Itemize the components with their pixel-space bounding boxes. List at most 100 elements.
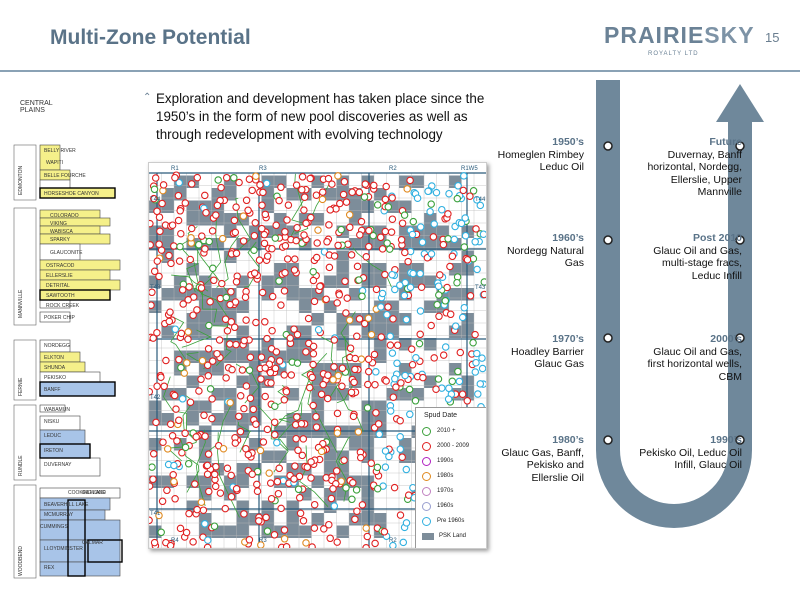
strat-chart: [13, 144, 123, 579]
township-label: T42: [150, 395, 161, 401]
strat-group-label: RUNDLE: [18, 455, 24, 476]
legend-label: PSK Land: [439, 533, 467, 539]
legend-item: Pre 1960s: [422, 516, 464, 526]
era-text: Ellerslie, Upper: [670, 173, 742, 186]
strat-label: MCMURRAY: [44, 512, 74, 518]
legend-swatch: [422, 456, 431, 466]
bullet-text: Exploration and development has taken pl…: [156, 91, 485, 142]
township-label: T43: [150, 285, 161, 291]
era-text: Glauc Gas, Banff,: [501, 446, 584, 459]
range-label: R3: [259, 166, 267, 172]
era-entry: Future Duvernay, Banff horizontal, Nordegg…: [620, 136, 742, 199]
legend-item: 2010 +: [422, 426, 456, 436]
era-entry: 2000’s Glauc Oil and Gas, first horizontal…: [620, 333, 742, 383]
strat-layer: [39, 179, 71, 189]
range-label: R2: [389, 538, 397, 544]
strat-label: WAPITI: [46, 160, 64, 166]
era-text: Pekisko Oil, Leduc Oil: [639, 446, 742, 459]
legend-label: 1990s: [437, 458, 454, 464]
strat-label: SPARKY: [50, 237, 70, 243]
era-text: Infill, Glauc Oil: [674, 459, 742, 471]
legend-label: 1980s: [437, 473, 454, 479]
era-text: horizontal, Nordegg,: [647, 161, 742, 173]
township-label: T44: [475, 197, 486, 203]
era-text: multi-stage fracs,: [662, 257, 742, 269]
legend-item: 1990s: [422, 456, 453, 466]
strat-label: CALMAR: [82, 540, 103, 546]
era-year: Future: [709, 136, 742, 148]
well-map: R1 R3 R2 R1W5 R4 R3 R2 T44 T43 T42 T41 T44 T43 Spud …: [148, 162, 487, 549]
era-year: 1950’s: [552, 136, 584, 148]
legend-item: 2000 - 2009: [422, 441, 469, 451]
era-year: 1960’s: [552, 232, 584, 244]
timeline-dot: [735, 435, 745, 445]
strat-label: OSTRACOD: [46, 263, 75, 269]
strat-group-label: WOODBEND: [18, 546, 24, 576]
strat-label: REX: [44, 565, 55, 571]
legend-swatch: [422, 516, 431, 526]
strat-label: HORSESHOE CANYON: [44, 191, 99, 197]
legend-label: 1960s: [437, 503, 454, 509]
strat-label: POKER CHIP: [44, 315, 75, 321]
era-year: 1980’s: [552, 434, 584, 446]
era-year: 2000’s: [710, 333, 742, 345]
stratigraphic-column: CENTRAL PLAINS BELLY RIVER WAPITI BELLE FO…: [10, 100, 135, 588]
timeline-dot: [603, 235, 613, 245]
logo-word-b: SKY: [704, 22, 755, 48]
era-year: 1990’s: [710, 434, 742, 446]
legend-title: Spud Date: [424, 412, 458, 419]
era-text: Homeglen Rimbey: [497, 148, 584, 161]
legend-swatch: [422, 486, 431, 496]
era-text: Ellerslie Oil: [531, 471, 584, 484]
timeline-dot: [735, 235, 745, 245]
strat-label: ROCK CREEK: [46, 303, 80, 309]
era-year: Post 2010: [692, 232, 742, 244]
strat-label: NORDEGG: [44, 343, 70, 349]
strat-label: ELKTON: [44, 355, 64, 361]
legend-item: 1970s: [422, 486, 453, 496]
strat-label: SAWTOOTH: [46, 293, 75, 299]
strat-label: GILWOOD: [82, 490, 106, 496]
strat-layer: [39, 311, 71, 323]
page-title: Multi-Zone Potential: [50, 26, 251, 49]
era-text: first horizontal wells,: [647, 358, 742, 370]
strat-layer: [39, 404, 66, 413]
strat-label: DUVERNAY: [44, 462, 72, 468]
logo-word-a: PRAIRIE: [604, 22, 705, 48]
era-entry: 1990’s Pekisko Oil, Leduc Oil Infill, Glau…: [620, 434, 742, 472]
legend-label: 2000 - 2009: [437, 443, 470, 449]
era-text: Mannville: [697, 186, 742, 198]
legend-swatch: [422, 532, 434, 540]
prairiesky-logo: PRAIRIESKY ROYALTY LTD: [604, 20, 754, 60]
era-text: Nordegg Natural: [506, 244, 584, 257]
timeline-dot: [603, 333, 613, 343]
bullet-point: Exploration and development has taken pl…: [143, 90, 493, 144]
strat-label: CUMMINGS: [40, 524, 68, 530]
era-text: Leduc Infill: [691, 269, 742, 282]
timeline-arrow: [596, 80, 764, 528]
era-entry: 1980’s Glauc Gas, Banff, Pekisko and Ellers…: [480, 434, 584, 484]
legend-item: 1980s: [422, 471, 453, 481]
strat-label: GLAUCONITE: [50, 250, 83, 256]
strat-group-label: FERNIE: [18, 377, 24, 396]
strat-layer: [39, 519, 121, 541]
strat-label: PEKISKO: [44, 375, 66, 381]
strat-group-label: MANNVILLE: [18, 289, 24, 318]
range-label: R4: [171, 538, 179, 544]
strat-label: DETRITAL: [46, 283, 70, 289]
strat-label: WABAMUN: [44, 407, 70, 413]
era-entry: Post 2010 Glauc Oil and Gas, multi-stage f…: [620, 232, 742, 282]
range-label: R3: [259, 538, 267, 544]
legend-swatch: [422, 501, 431, 511]
era-entry: 1970’s Hoadley Barrier Glauc Gas: [480, 333, 584, 371]
logo-subtitle: ROYALTY LTD: [648, 51, 699, 57]
strat-label: SHUNDA: [44, 365, 66, 371]
legend-item: PSK Land: [422, 531, 466, 541]
legend-item: 1960s: [422, 501, 453, 511]
era-text: Glauc Oil and Gas,: [653, 345, 742, 358]
strat-label: LLOYDMINSTER: [44, 546, 83, 552]
header-divider: [0, 70, 800, 72]
strat-label: BELLE FOURCHE: [44, 173, 86, 179]
range-label: R2: [389, 166, 397, 172]
era-text: Glauc Oil and Gas,: [653, 244, 742, 257]
